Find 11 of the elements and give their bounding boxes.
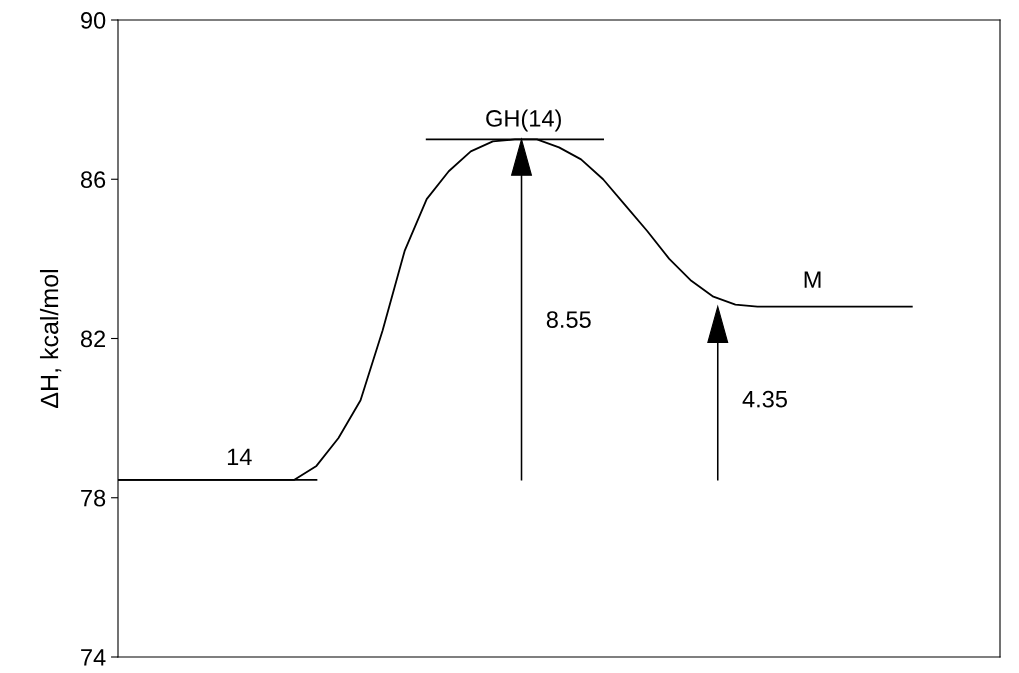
annotation: 4.35: [742, 390, 787, 408]
y-axis-title: ΔH, kcal/mol: [39, 270, 62, 408]
y-tick-label: 86: [80, 171, 106, 189]
annotation: 8.55: [546, 311, 591, 328]
y-tick-label: 82: [80, 330, 106, 348]
y-tick-label: 78: [81, 489, 106, 507]
y-tick-label: 74: [81, 649, 106, 666]
annotation: M: [804, 271, 821, 288]
y-tick-label: 90: [81, 12, 106, 29]
annotation: GH(14): [486, 109, 561, 132]
annotation: 14: [227, 448, 252, 465]
